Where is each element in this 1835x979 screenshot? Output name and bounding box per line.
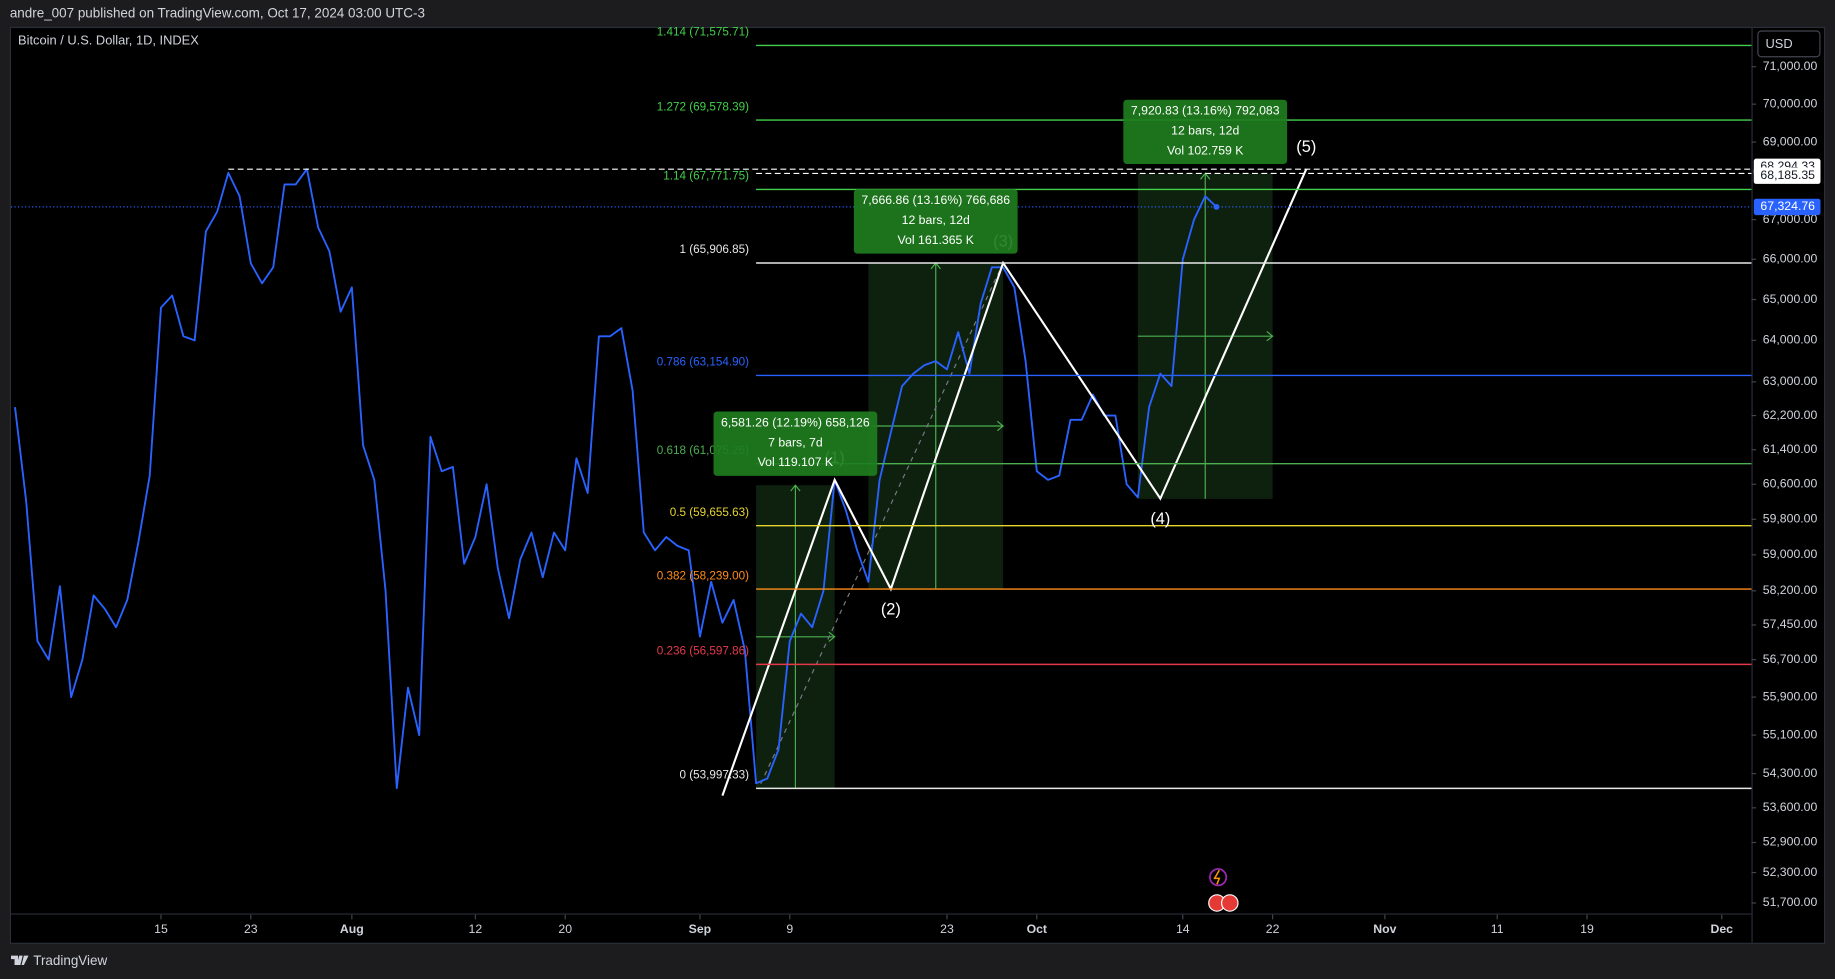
y-tick-label: 64,000.00 xyxy=(1763,333,1818,347)
measure-info-box xyxy=(713,411,878,476)
fib-label: 0.382 (58,239.00) xyxy=(657,569,749,582)
fib-label: 1.272 (69,578.39) xyxy=(657,100,749,113)
y-tick-label: 67,000.00 xyxy=(1763,212,1818,226)
y-tick-label: 58,200.00 xyxy=(1763,583,1818,597)
x-tick-label: Dec xyxy=(1710,922,1733,936)
currency-label[interactable]: USD xyxy=(1765,36,1792,51)
measure-info-text: Vol 119.107 K xyxy=(758,455,834,469)
last-price-dot xyxy=(1213,203,1220,210)
price-label: 68,185.35 xyxy=(1760,168,1815,182)
x-tick-label: 20 xyxy=(558,922,572,936)
wave-label: (2) xyxy=(881,600,901,618)
y-tick-label: 66,000.00 xyxy=(1763,252,1818,266)
wave-label: (4) xyxy=(1150,510,1170,528)
fib-label: 0 (53,997.33) xyxy=(680,769,750,782)
wave-label: (5) xyxy=(1296,138,1316,156)
y-tick-label: 55,100.00 xyxy=(1763,727,1818,741)
measure-info-text: 12 bars, 12d xyxy=(902,213,970,227)
elliott-wave xyxy=(721,168,1308,796)
price-label-box xyxy=(1753,167,1821,184)
x-tick-label: 22 xyxy=(1266,922,1280,936)
price-line-series xyxy=(14,168,1218,790)
brand-name: TradingView xyxy=(33,953,107,968)
y-tick-label: 54,300.00 xyxy=(1763,766,1818,780)
currency-button[interactable] xyxy=(1757,30,1821,58)
event-icons[interactable] xyxy=(1208,868,1239,912)
price-label: 67,324.76 xyxy=(1760,199,1815,213)
measure-info-text: 7 bars, 7d xyxy=(768,435,823,449)
x-tick-label: 9 xyxy=(786,922,793,936)
y-tick-label: 59,800.00 xyxy=(1763,512,1818,526)
measure-arrow-head xyxy=(828,631,836,642)
x-tick-label: 15 xyxy=(154,922,168,936)
fib-label: 0.236 (56,597.86) xyxy=(657,645,749,658)
x-tick-label: Aug xyxy=(340,922,364,936)
y-tick-label: 57,450.00 xyxy=(1763,617,1818,631)
measure-info-text: 6,581.26 (12.19%) 658,126 xyxy=(721,415,870,429)
measure-info-text: Vol 161.365 K xyxy=(898,233,975,247)
y-tick-label: 70,000.00 xyxy=(1763,96,1818,110)
symbol-title: Bitcoin / U.S. Dollar, 1D, INDEX xyxy=(18,32,199,47)
y-tick-label: 51,700.00 xyxy=(1763,895,1818,909)
measure-info-text: Vol 102.759 K xyxy=(1167,143,1244,157)
brand-logo xyxy=(11,955,29,965)
measure-info-text: 7,920.83 (13.16%) 792,083 xyxy=(1131,104,1280,118)
y-tick-label: 71,000.00 xyxy=(1763,59,1818,73)
x-tick-label: 11 xyxy=(1491,922,1504,936)
y-tick-label: 56,700.00 xyxy=(1763,652,1818,666)
x-tick-label: Oct xyxy=(1027,922,1047,936)
y-tick-label: 69,000.00 xyxy=(1763,134,1818,148)
measure-info-text: 7,666.86 (13.16%) 766,686 xyxy=(861,193,1010,207)
x-tick-label: Nov xyxy=(1373,922,1396,936)
measure-info-box xyxy=(1123,99,1288,165)
header-text: andre_007 published on TradingView.com, … xyxy=(10,6,425,21)
x-tick-label: 23 xyxy=(244,922,258,936)
x-tick-label: 14 xyxy=(1176,922,1190,936)
y-tick-label: 60,600.00 xyxy=(1763,477,1818,491)
measure-info-text: 12 bars, 12d xyxy=(1171,124,1239,138)
y-tick-label: 61,400.00 xyxy=(1763,442,1818,456)
x-tick-label: 12 xyxy=(469,922,483,936)
y-tick-label: 52,300.00 xyxy=(1763,865,1818,879)
y-tick-label: 59,000.00 xyxy=(1763,547,1818,561)
x-tick-label: 19 xyxy=(1580,922,1594,936)
fib-label: 0.786 (63,154.90) xyxy=(657,356,749,369)
measure-arrow-head xyxy=(996,420,1005,432)
y-tick-label: 62,200.00 xyxy=(1763,408,1818,422)
x-tick-label: Sep xyxy=(689,922,712,936)
measure-arrow-head xyxy=(790,484,801,492)
price-label-box xyxy=(1753,198,1821,216)
plot-area xyxy=(14,168,1308,796)
y-tick-label: 55,900.00 xyxy=(1763,689,1818,703)
event-icon[interactable] xyxy=(1209,868,1228,887)
y-tick-label: 53,600.00 xyxy=(1763,800,1818,814)
measure-arrow-head xyxy=(1266,331,1274,342)
fib-label: 0.5 (59,655.63) xyxy=(670,506,749,519)
chart-area xyxy=(9,26,1826,944)
fib-label: 1 (65,906.85) xyxy=(680,243,750,256)
y-tick-label: 63,000.00 xyxy=(1763,374,1818,388)
y-tick-label: 65,000.00 xyxy=(1763,292,1818,306)
event-icon[interactable] xyxy=(1221,894,1239,912)
y-tick-label: 52,900.00 xyxy=(1763,835,1818,849)
measure-info-box xyxy=(853,189,1018,254)
event-icon-bolt xyxy=(1213,869,1221,885)
fib-label: 1.14 (67,771.75) xyxy=(663,170,749,183)
fib-label: 1.414 (71,575.71) xyxy=(657,26,749,39)
x-tick-label: 23 xyxy=(940,922,954,936)
